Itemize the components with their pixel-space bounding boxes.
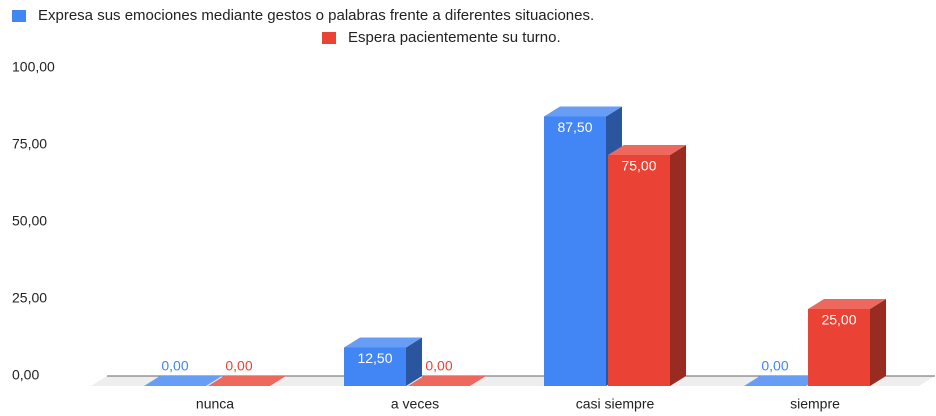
bar-top <box>408 376 486 386</box>
data-label: 87,50 <box>557 119 592 135</box>
x-tick-label: siempre <box>790 396 840 412</box>
legend-label: Expresa sus emociones mediante gestos o … <box>38 7 594 24</box>
bar <box>344 347 406 386</box>
bar-3d <box>608 145 686 386</box>
data-label: 0,00 <box>425 358 452 374</box>
bar-side <box>870 299 886 386</box>
bar-side <box>670 145 686 386</box>
data-label: 12,50 <box>357 350 392 366</box>
y-tick-label: 50,00 <box>12 213 47 229</box>
bar-3d <box>208 376 286 386</box>
bar-top <box>544 106 622 117</box>
data-label: 0,00 <box>225 358 252 374</box>
bar-top <box>608 145 686 155</box>
bar-top <box>744 376 822 386</box>
x-tick-label: nunca <box>196 396 234 412</box>
bar-3d <box>408 376 486 386</box>
y-tick-label: 75,00 <box>12 136 47 152</box>
y-tick-label: 0,00 <box>12 367 39 383</box>
bar-top <box>344 337 422 348</box>
bar-3d <box>344 337 422 386</box>
bar <box>608 155 670 386</box>
data-label: 75,00 <box>621 158 656 174</box>
legend-label: Espera pacientemente su turno. <box>348 29 561 46</box>
data-label: 0,00 <box>761 358 788 374</box>
x-tick-label: a veces <box>391 396 439 412</box>
y-tick-label: 100,00 <box>12 59 55 75</box>
legend-swatch <box>12 10 26 22</box>
data-label: 25,00 <box>821 312 856 328</box>
bar-side <box>406 337 422 386</box>
bar <box>544 116 606 386</box>
floor <box>91 376 935 386</box>
y-tick-label: 25,00 <box>12 290 47 306</box>
bar-top <box>808 299 886 309</box>
legend-swatch <box>322 32 336 44</box>
bar-3d <box>808 299 886 386</box>
bar-top <box>144 376 222 386</box>
bar-top <box>208 376 286 386</box>
bar-3d <box>744 376 822 386</box>
bar <box>808 309 870 386</box>
x-tick-label: casi siempre <box>576 396 655 412</box>
bar-3d <box>144 376 222 386</box>
data-label: 0,00 <box>161 358 188 374</box>
